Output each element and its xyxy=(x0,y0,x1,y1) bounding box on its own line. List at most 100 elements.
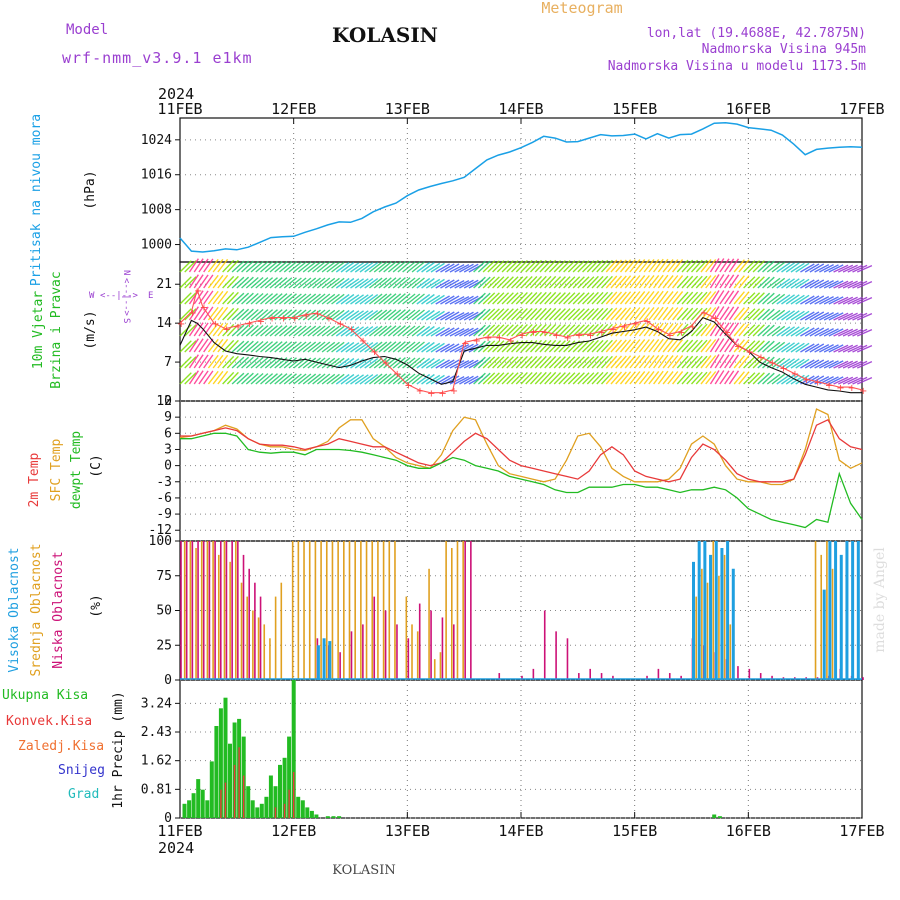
wind-barb xyxy=(776,326,791,337)
wind-barb xyxy=(378,325,392,337)
wind-barb xyxy=(766,293,781,305)
wind-barb xyxy=(785,342,800,353)
wind-barb xyxy=(709,306,720,321)
wind-barb xyxy=(496,324,510,337)
wind-barb xyxy=(553,276,566,289)
wind-barb xyxy=(838,376,854,385)
wind-barb xyxy=(430,326,445,337)
wind-barb xyxy=(440,359,455,369)
wind-barb xyxy=(534,307,547,321)
wind-barb xyxy=(833,360,849,369)
wind-barb xyxy=(804,263,820,273)
wind-barb xyxy=(695,323,708,337)
wind-barb xyxy=(657,338,669,353)
wind-barb xyxy=(402,277,416,289)
wind-barb xyxy=(383,341,397,353)
wind-barb xyxy=(454,327,470,337)
wind-barb xyxy=(350,262,365,273)
wind-barb xyxy=(520,356,533,369)
wind-barb xyxy=(814,327,830,337)
wind-barb xyxy=(828,328,844,337)
wind-barb xyxy=(212,370,224,385)
precip-total-bar xyxy=(196,779,201,818)
wind-barb xyxy=(245,372,259,385)
x-tick-label-bottom: 12FEB xyxy=(271,822,316,840)
wind-barb xyxy=(686,307,699,321)
y-tick-label: 1016 xyxy=(141,168,172,183)
wind-barb xyxy=(752,356,765,369)
wind-barb xyxy=(842,296,858,305)
wind-barb xyxy=(582,308,595,321)
wind-barb xyxy=(350,294,365,305)
wind-barb xyxy=(236,292,250,305)
wind-barb xyxy=(515,356,528,369)
wind-barb xyxy=(610,355,623,369)
wind-barb xyxy=(373,373,388,385)
wind-barb xyxy=(833,328,849,337)
wind-barb xyxy=(847,264,863,273)
wind-barb xyxy=(814,359,830,369)
wind-barb xyxy=(340,341,355,353)
wind-barb xyxy=(316,325,331,337)
wind-barb xyxy=(709,354,720,369)
wind-barb xyxy=(667,259,679,273)
wind-barb xyxy=(193,322,204,337)
wind-barb xyxy=(383,293,397,305)
wind-barb xyxy=(752,372,765,385)
precip-total-bar xyxy=(282,757,287,818)
wind-barb xyxy=(738,339,750,353)
wind-barb xyxy=(316,341,331,353)
wind-barb xyxy=(487,324,500,337)
wind-barb xyxy=(179,260,192,273)
wind-barb xyxy=(629,259,641,273)
wind-barb xyxy=(279,277,293,289)
wind-barb xyxy=(477,356,491,369)
wind-barb xyxy=(790,294,805,305)
wind-barb xyxy=(496,372,510,385)
wind-barb xyxy=(743,356,756,369)
wind-barb xyxy=(250,324,264,337)
wind-barb xyxy=(847,360,863,369)
wind-barb xyxy=(719,338,730,353)
wind-barb xyxy=(359,374,374,385)
wind-barb xyxy=(752,292,765,305)
wind-barb xyxy=(733,291,745,305)
wind-gust-marker: + xyxy=(836,383,844,394)
wind-barb xyxy=(188,322,199,337)
wind-barb xyxy=(624,275,636,289)
wind-barb xyxy=(662,291,674,305)
wind-barb xyxy=(501,292,514,305)
wind-barb xyxy=(667,371,679,385)
wind-barb xyxy=(728,306,740,321)
wind-barb xyxy=(335,309,350,321)
wind-barb xyxy=(520,292,533,305)
wind-barb xyxy=(203,290,214,305)
wind-barb xyxy=(672,275,684,289)
wind-barb xyxy=(245,276,259,289)
wind-barb xyxy=(662,275,674,289)
wind-barb xyxy=(743,260,756,273)
wind-barb xyxy=(781,262,796,273)
wind-barb xyxy=(828,344,844,353)
wind-barb xyxy=(326,357,340,369)
wind-barb xyxy=(700,339,712,353)
wind-barb xyxy=(487,292,500,305)
wind-barb xyxy=(340,261,355,273)
wind-barb xyxy=(762,292,775,305)
wind-barb xyxy=(548,372,562,385)
wind-barb xyxy=(766,341,781,353)
wind-barb xyxy=(279,341,293,353)
wind-barb xyxy=(733,307,745,321)
wind-barb xyxy=(842,360,858,369)
wind-barb xyxy=(548,260,562,273)
wind-barb xyxy=(619,307,632,321)
wind-barb xyxy=(463,263,479,273)
wind-barb xyxy=(288,309,302,321)
wind-barb xyxy=(425,358,441,369)
wind-barb xyxy=(477,292,491,305)
wind-barb xyxy=(264,293,278,305)
wind-unit: (m/s) xyxy=(83,310,98,349)
y-tick-label: 75 xyxy=(156,569,172,584)
precip-unit: 1hr Precip (mm) xyxy=(111,691,126,808)
wind-barb xyxy=(771,373,786,385)
